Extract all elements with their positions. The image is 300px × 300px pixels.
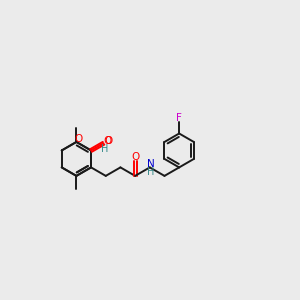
Text: O: O (104, 136, 112, 146)
Text: H: H (147, 167, 154, 177)
Text: O: O (74, 134, 82, 144)
Text: O: O (131, 152, 139, 162)
Text: O: O (103, 136, 112, 146)
Text: H: H (101, 144, 109, 154)
Text: N: N (147, 159, 154, 169)
Text: F: F (176, 112, 182, 123)
